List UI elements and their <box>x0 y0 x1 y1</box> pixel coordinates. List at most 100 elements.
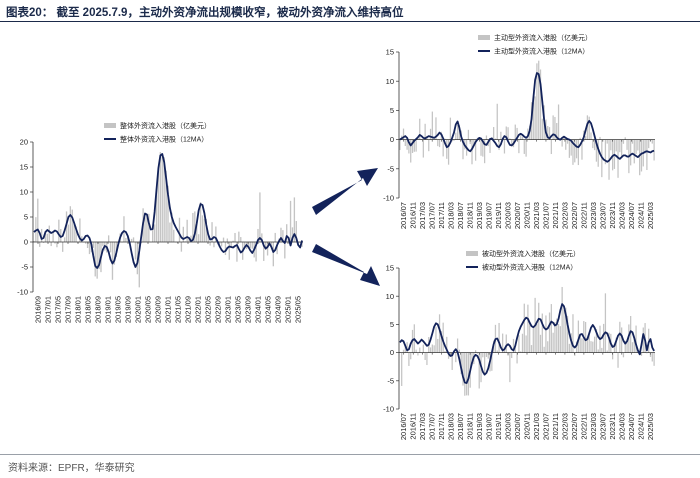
x-tick-label: 2017/03 <box>418 202 427 229</box>
flow-bar <box>215 226 217 242</box>
flow-bar <box>579 137 581 140</box>
flow-bar <box>282 230 284 242</box>
x-tick-label: 2017/05 <box>54 296 63 323</box>
flow-bar <box>415 349 417 353</box>
x-tick-label: 2021/05 <box>174 296 183 323</box>
flow-bar <box>422 139 424 158</box>
x-tick-label: 2018/07 <box>456 202 465 229</box>
flow-bar <box>593 336 596 353</box>
flow-bar <box>518 335 520 353</box>
flow-bar <box>619 321 621 353</box>
flow-bar <box>597 349 599 353</box>
flow-bar <box>125 238 127 242</box>
flow-bar <box>502 333 504 353</box>
legend-swatch-bar <box>466 251 478 256</box>
x-tick-label: 2023/11 <box>608 202 617 229</box>
legend-label-bar: 主动型外资流入港股（亿美元） <box>494 33 592 42</box>
x-tick-label: 2017/07 <box>428 413 437 440</box>
flow-bar <box>148 213 150 242</box>
x-tick-label: 2019/03 <box>475 202 484 229</box>
title-divider <box>0 21 700 22</box>
ma12-line <box>399 303 655 384</box>
flow-bar <box>651 139 653 144</box>
flow-bar <box>572 314 574 353</box>
flow-bar <box>498 322 500 353</box>
flow-bar <box>37 198 39 242</box>
flow-bar <box>449 352 452 357</box>
x-tick-label: 2016/09 <box>34 296 43 323</box>
flow-bar <box>39 242 41 247</box>
flow-bar <box>406 139 408 150</box>
x-tick-label: 2018/07 <box>456 413 465 440</box>
flow-bar <box>455 352 457 363</box>
flow-bar <box>433 345 435 353</box>
flow-bar <box>284 242 286 259</box>
flow-bar <box>575 341 578 353</box>
flow-bar <box>169 222 171 242</box>
flow-bar <box>619 139 621 153</box>
flow-bar <box>196 222 198 242</box>
x-tick-label: 2024/11 <box>636 202 645 229</box>
flow-bar <box>509 352 511 383</box>
y-tick-label: 5 <box>390 320 394 329</box>
x-tick-label: 2020/07 <box>513 413 522 440</box>
x-tick-label: 2018/03 <box>447 202 456 229</box>
flow-bar <box>646 139 648 171</box>
flow-bar <box>491 352 493 371</box>
flow-bar <box>516 127 518 140</box>
flow-bar <box>272 242 274 267</box>
x-tick-label: 2019/07 <box>485 202 494 229</box>
x-tick-label: 2019/09 <box>124 296 133 323</box>
flow-bar <box>592 341 594 353</box>
arrow-to-passive <box>312 244 380 286</box>
flow-bar <box>469 139 471 145</box>
x-tick-label: 2024/03 <box>617 413 626 440</box>
flow-bar <box>621 139 623 158</box>
flow-bar <box>474 139 477 161</box>
flow-bar <box>194 211 196 242</box>
total-flow-chart: -10 -5 0 5 10 15 20 2016/09 2017/01 2017/05 2017/0… <box>17 121 303 323</box>
x-tick-label: 2017/03 <box>418 413 427 440</box>
x-tick-label: 2021/07 <box>541 202 550 229</box>
flow-bar <box>572 139 574 165</box>
legend-swatch-bar <box>478 35 490 40</box>
x-tick-label: 2022/01 <box>194 296 203 323</box>
flow-bar <box>512 338 515 353</box>
flow-bar <box>437 139 439 147</box>
flow-bar <box>554 116 556 140</box>
flow-bar <box>255 242 257 262</box>
flow-bar <box>532 328 534 353</box>
flow-bar <box>493 127 495 140</box>
x-tick-label: 2017/07 <box>428 202 437 229</box>
flow-bar <box>213 242 215 248</box>
y-tick-label: 0 <box>24 238 28 247</box>
flow-bar <box>570 139 572 156</box>
flow-bar <box>565 307 567 353</box>
x-tick-label: 2016/07 <box>399 202 408 229</box>
flow-bar <box>574 139 576 163</box>
flow-bar <box>293 197 296 242</box>
flow-bar <box>182 226 184 242</box>
flow-bar <box>442 139 444 157</box>
flow-bar <box>437 338 439 353</box>
flow-bar <box>471 352 473 365</box>
flow-bar <box>511 352 513 359</box>
flow-bar <box>604 139 607 165</box>
flow-bar <box>153 224 156 242</box>
flow-bar <box>496 350 498 353</box>
x-tick-label: 2024/01 <box>254 296 263 323</box>
x-tick-label: 2024/07 <box>627 202 636 229</box>
flow-bar <box>192 212 194 242</box>
flow-bar <box>465 352 468 396</box>
flow-bar <box>274 232 276 242</box>
flow-bar <box>633 337 635 353</box>
flow-bar <box>561 139 563 147</box>
flow-bar <box>456 124 459 140</box>
flow-bar <box>599 136 601 140</box>
flow-bar <box>188 237 190 242</box>
flow-bar <box>62 242 64 252</box>
flow-bar <box>180 242 183 252</box>
flow-bar <box>451 352 453 370</box>
